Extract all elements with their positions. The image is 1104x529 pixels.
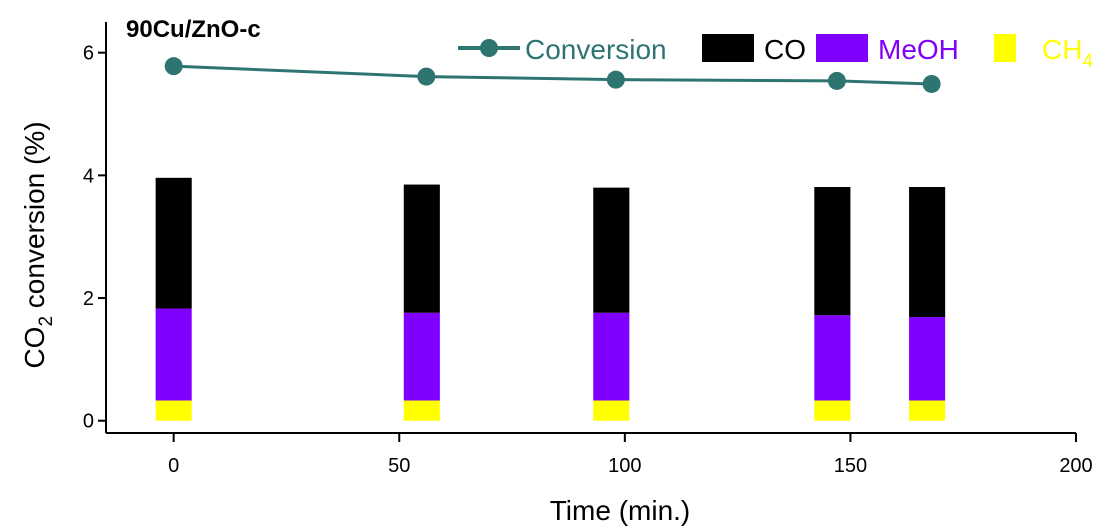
bar-co-2 [593, 187, 630, 313]
y-tick-label-3: 6 [83, 43, 94, 65]
y-tick-label-0: 0 [83, 411, 94, 433]
bar-ch-2 [593, 400, 630, 421]
legend-meoh-swatch [816, 34, 868, 62]
conversion-point-1 [417, 67, 436, 86]
bar-meoh-2 [593, 312, 630, 401]
x-axis-title: Time (min.) [550, 495, 691, 526]
axes [105, 22, 1076, 434]
y-axis-title-suffix: conversion (%) [19, 121, 50, 316]
legend-co-swatch [702, 34, 754, 62]
y-axis-title-sub: 2 [36, 316, 57, 327]
legend-ch4-label: CH4 [1042, 34, 1093, 72]
bar-ch-1 [403, 400, 440, 421]
bar-meoh-1 [403, 312, 440, 401]
conversion-polyline [173, 64, 932, 86]
y-tick-label-2: 4 [83, 165, 94, 187]
x-tick-label-1: 50 [388, 455, 410, 477]
bar-co-1 [403, 184, 440, 313]
bar-meoh-4 [909, 317, 946, 401]
x-ticks: 0 50 100 150 200 [168, 433, 1093, 477]
legend-conversion-label: Conversion [525, 34, 667, 65]
chart-title: 90Cu/ZnO-c [126, 16, 261, 43]
conversion-point-3 [827, 71, 846, 90]
x-tick-label-2: 100 [608, 455, 641, 477]
x-tick-label-0: 0 [168, 455, 179, 477]
legend: Conversion CO MeOH CH4 [458, 34, 1093, 72]
conversion-point-0 [164, 57, 183, 76]
bar-co-0 [155, 177, 192, 309]
x-tick-label-3: 150 [834, 455, 867, 477]
legend-ch4-label-sub: 4 [1082, 51, 1093, 72]
legend-meoh-label: MeOH [878, 34, 959, 65]
conversion-line [164, 57, 941, 93]
bar-meoh-0 [155, 308, 192, 401]
x-tick-label-4: 200 [1059, 455, 1092, 477]
y-tick-label-1: 2 [83, 288, 94, 310]
y-ticks: 0 2 4 6 [83, 43, 106, 433]
conversion-point-2 [606, 70, 625, 89]
y-axis-title-prefix: CO [19, 327, 50, 369]
conversion-point-4 [922, 74, 941, 93]
bar-ch-3 [814, 400, 851, 421]
legend-co-label: CO [764, 34, 806, 65]
bar-co-3 [814, 187, 851, 316]
bar-ch-0 [155, 400, 192, 421]
y-axis-title: CO2 conversion (%) [19, 121, 57, 368]
bar-ch-4 [909, 400, 946, 421]
legend-conversion-marker [480, 39, 498, 57]
bar-co-4 [909, 187, 946, 318]
legend-ch4-label-main: CH [1042, 34, 1082, 65]
legend-ch4-swatch [994, 34, 1016, 62]
bars [155, 177, 946, 421]
bar-meoh-3 [814, 315, 851, 401]
